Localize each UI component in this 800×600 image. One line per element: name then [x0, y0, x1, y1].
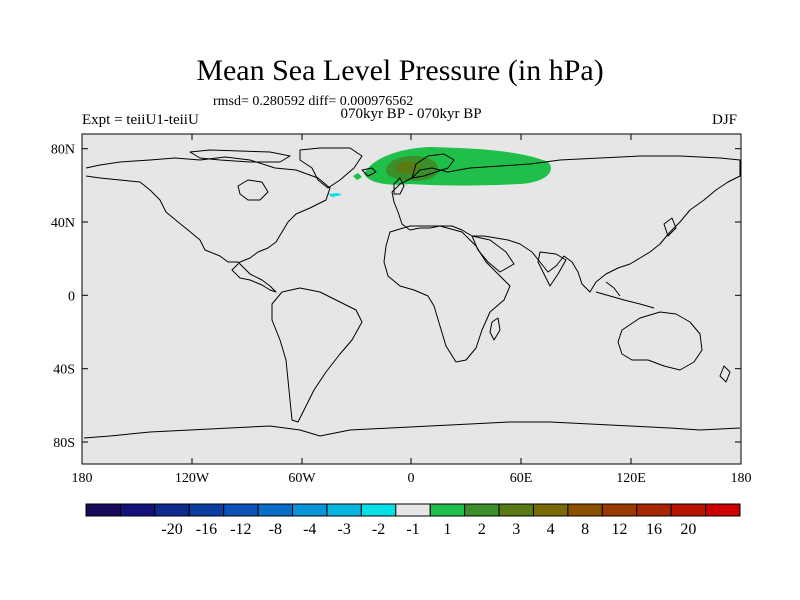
- colorbar-swatch: [705, 503, 741, 517]
- coast-north-america: [85, 156, 331, 293]
- colorbar-label: 3: [512, 521, 520, 538]
- coast-hudson-bay: [237, 179, 269, 201]
- colorbar-label: -4: [303, 521, 316, 538]
- lon-ticks: [191, 134, 632, 464]
- colorbar: [85, 503, 741, 517]
- coast-japan: [663, 217, 677, 237]
- coast-iceland: [361, 167, 377, 177]
- plot-title: Mean Sea Level Pressure (in hPa): [196, 54, 604, 87]
- coast-arabia: [471, 235, 515, 273]
- colorbar-swatch: [326, 503, 362, 517]
- coast-british-isles: [393, 177, 405, 195]
- lat-labels: 80N 40N 0 40S 80S: [51, 143, 75, 451]
- colorbar-swatch: [188, 503, 225, 517]
- colorbar-label: -1: [406, 521, 419, 538]
- colorbar-swatch: [292, 503, 328, 517]
- colorbar-label: -20: [161, 521, 182, 538]
- colorbar-swatch: [601, 503, 638, 517]
- lat-label: 80S: [53, 436, 75, 451]
- colorbar-swatch: [636, 503, 672, 517]
- lon-label: 60E: [510, 471, 533, 486]
- anomaly-region-neg: [328, 193, 342, 197]
- lon-labels: 180 120W 60W 0 60E 120E 180: [72, 471, 752, 486]
- map-background: [82, 134, 741, 464]
- coast-africa: [383, 225, 511, 363]
- lat-ticks: [82, 148, 741, 443]
- colorbar-swatch: [395, 503, 431, 517]
- lon-label: 120E: [616, 471, 646, 486]
- colorbar-swatch: [119, 503, 156, 517]
- lon-label: 120W: [175, 471, 210, 486]
- colorbar-swatch: [223, 503, 259, 517]
- coast-eurasia: [391, 155, 741, 293]
- coast-australia: [617, 311, 703, 371]
- anomaly-region-4: [353, 173, 362, 180]
- colorbar-label: -3: [337, 521, 350, 538]
- coastlines: [83, 147, 741, 439]
- colorbar-label: 1: [443, 521, 451, 538]
- colorbar-label: -2: [372, 521, 385, 538]
- lat-label: 40S: [53, 363, 75, 378]
- lat-label: 80N: [51, 143, 75, 158]
- colorbar-labels: -20 -16 -12 -8 -4 -3 -2 -1 1 2 3 4 8 12 16 20: [161, 521, 696, 538]
- lon-label: 180: [731, 471, 752, 486]
- lat-label: 0: [68, 289, 75, 304]
- colorbar-swatch: [567, 503, 603, 517]
- colorbar-label: -8: [269, 521, 282, 538]
- colorbar-label: 20: [680, 521, 696, 538]
- colorbar-label: 12: [612, 521, 628, 538]
- coast-south-america: [271, 287, 363, 423]
- colorbar-label: -16: [196, 521, 217, 538]
- colorbar-swatch: [532, 503, 569, 517]
- coast-arctic-islands: [189, 149, 291, 163]
- colorbar-label: 8: [581, 521, 589, 538]
- coast-antarctica: [83, 421, 741, 439]
- anomaly-shading: [328, 147, 551, 197]
- lon-label: 180: [72, 471, 93, 486]
- lat-label: 40N: [51, 216, 75, 231]
- coast-indonesia: [595, 291, 655, 309]
- plot-subtitle: 070kyr BP - 070kyr BP: [340, 106, 482, 122]
- coast-madagascar: [489, 317, 501, 341]
- anomaly-region-3: [396, 161, 419, 174]
- coast-india: [537, 251, 567, 287]
- coast-greenland: [299, 147, 363, 189]
- season-label: DJF: [712, 112, 738, 128]
- colorbar-swatch: [429, 503, 466, 517]
- colorbar-swatch: [257, 503, 294, 517]
- coast-new-zealand: [719, 365, 731, 383]
- colorbar-swatch: [670, 503, 707, 517]
- coast-scandinavia: [411, 153, 455, 179]
- colorbar-swatch: [360, 503, 397, 517]
- lon-label: 60W: [288, 471, 316, 486]
- stats-text: rmsd= 0.280592 diff= 0.000976562: [213, 94, 414, 109]
- colorbar-label: 4: [547, 521, 555, 538]
- colorbar-label: -12: [230, 521, 251, 538]
- colorbar-swatch: [85, 503, 121, 517]
- coast-borneo: [605, 281, 621, 297]
- colorbar-swatch: [498, 503, 534, 517]
- colorbar-swatch: [464, 503, 500, 517]
- colorbar-swatch: [154, 503, 190, 517]
- colorbar-label: 16: [646, 521, 662, 538]
- experiment-label: Expt = teiiU1-teiiU: [82, 112, 199, 128]
- lon-label: 0: [408, 471, 415, 486]
- colorbar-label: 2: [478, 521, 486, 538]
